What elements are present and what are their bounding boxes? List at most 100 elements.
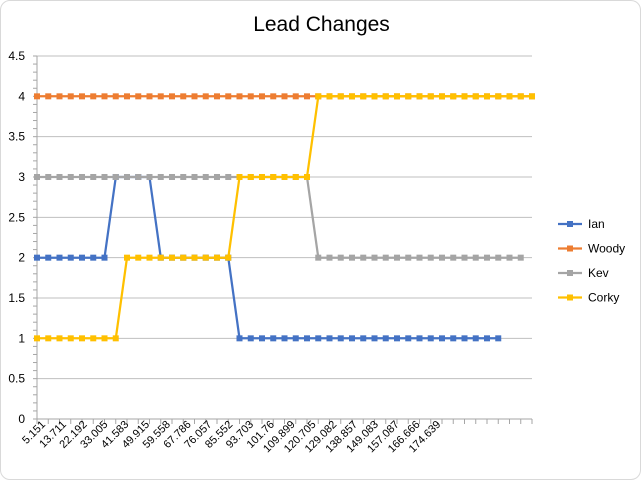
data-point: [79, 174, 85, 180]
data-point: [472, 335, 479, 342]
legend-label: Kev: [588, 266, 609, 280]
data-point: [405, 93, 412, 100]
data-point: [236, 174, 243, 180]
legend-item: Woody: [558, 242, 625, 256]
data-point: [304, 93, 310, 100]
data-point: [427, 93, 434, 100]
data-point: [202, 174, 209, 180]
data-point: [191, 174, 198, 180]
data-point: [45, 174, 52, 180]
data-point: [450, 93, 457, 100]
y-tick-label: 0: [18, 412, 25, 426]
data-point: [101, 335, 108, 342]
data-point: [472, 93, 479, 100]
data-point: [304, 174, 310, 180]
data-point: [450, 254, 457, 261]
data-point: [439, 93, 445, 100]
data-point: [56, 335, 63, 342]
data-point: [326, 335, 333, 342]
data-point: [34, 254, 40, 261]
data-point: [360, 335, 367, 342]
y-tick-label: 4: [18, 89, 25, 103]
data-point: [304, 335, 310, 342]
data-point: [214, 254, 220, 261]
data-point: [292, 93, 299, 100]
data-point: [45, 335, 52, 342]
data-point: [349, 254, 355, 261]
data-point: [259, 335, 265, 342]
data-point: [90, 254, 97, 261]
data-point: [34, 93, 40, 100]
data-point: [259, 174, 265, 180]
data-point: [394, 93, 400, 100]
data-point: [214, 174, 220, 180]
data-point: [135, 254, 142, 261]
data-point: [416, 254, 423, 261]
data-point: [79, 335, 85, 342]
data-point: [529, 93, 535, 100]
data-point: [225, 174, 232, 180]
data-point: [90, 93, 97, 100]
y-tick-label: 1.5: [8, 291, 25, 305]
data-point: [34, 174, 40, 180]
data-point: [382, 335, 389, 342]
data-point: [349, 93, 355, 100]
data-point: [157, 93, 164, 100]
data-point: [157, 254, 164, 261]
data-point: [427, 254, 434, 261]
data-point: [157, 174, 164, 180]
data-point: [517, 93, 524, 100]
data-point: [427, 335, 434, 342]
data-point: [405, 335, 412, 342]
data-point: [101, 254, 108, 261]
y-tick-label: 2.5: [8, 210, 25, 224]
data-point: [124, 93, 130, 100]
data-point: [146, 174, 153, 180]
data-point: [394, 254, 400, 261]
data-point: [349, 335, 355, 342]
chart-title: Lead Changes: [253, 13, 390, 36]
data-point: [56, 254, 63, 261]
legend-label: Ian: [588, 217, 605, 231]
data-point: [292, 335, 299, 342]
data-point: [382, 93, 389, 100]
data-point: [191, 93, 198, 100]
data-point: [124, 254, 130, 261]
data-point: [79, 93, 85, 100]
data-point: [484, 335, 490, 342]
data-point: [45, 93, 52, 100]
data-point: [315, 93, 322, 100]
data-point: [90, 174, 97, 180]
data-point: [506, 254, 513, 261]
legend-label: Woody: [588, 242, 625, 256]
data-point: [112, 174, 119, 180]
data-point: [326, 254, 333, 261]
data-point: [247, 335, 254, 342]
data-point: [394, 335, 400, 342]
data-point: [495, 93, 502, 100]
series-ian: [34, 174, 502, 342]
data-point: [371, 335, 378, 342]
legend-marker: [567, 245, 573, 252]
data-point: [315, 254, 322, 261]
data-point: [225, 254, 232, 261]
data-point: [67, 335, 74, 342]
y-tick-label: 4.5: [8, 49, 25, 63]
data-point: [90, 335, 97, 342]
data-point: [484, 93, 490, 100]
data-point: [67, 174, 74, 180]
data-point: [439, 254, 445, 261]
data-point: [461, 93, 468, 100]
data-point: [337, 93, 344, 100]
data-point: [56, 174, 63, 180]
data-point: [506, 93, 513, 100]
data-point: [202, 254, 209, 261]
y-tick-label: 2: [18, 251, 25, 265]
data-point: [180, 174, 187, 180]
data-point: [484, 254, 490, 261]
data-point: [360, 254, 367, 261]
data-point: [135, 174, 142, 180]
data-point: [101, 174, 108, 180]
data-point: [315, 335, 322, 342]
